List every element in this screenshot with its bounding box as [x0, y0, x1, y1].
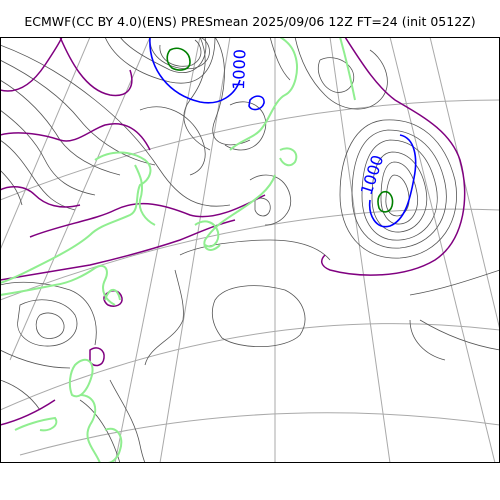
isobar — [159, 39, 202, 67]
isobar — [79, 399, 121, 463]
isobar — [0, 399, 56, 426]
isobar — [0, 139, 76, 211]
coastline-kuril — [279, 147, 298, 167]
isobars-purple — [0, 37, 466, 426]
coastline-japan-kyushu — [194, 220, 220, 248]
isobar — [0, 123, 151, 151]
isobar — [0, 59, 156, 166]
meridian-line — [159, 37, 231, 463]
isobar — [351, 129, 447, 249]
low-centers — [166, 47, 394, 213]
low-center — [166, 47, 191, 71]
latitude-line — [0, 208, 500, 301]
isobar — [269, 37, 291, 81]
isobar — [109, 379, 146, 463]
meridian-line — [114, 37, 201, 463]
isobar — [17, 299, 78, 347]
isobar — [59, 37, 133, 97]
isobar — [0, 37, 63, 92]
isobar — [35, 312, 65, 339]
isobar — [339, 119, 457, 259]
isobar — [371, 151, 428, 233]
latitude-line — [0, 323, 500, 411]
isobar — [0, 79, 121, 176]
isobar — [0, 169, 23, 206]
coastline-philippines — [79, 394, 101, 463]
coastline-korea — [0, 151, 152, 284]
coastline-china — [0, 264, 116, 306]
isobar — [0, 44, 231, 207]
isobar — [183, 37, 211, 151]
graticule-latitudes — [0, 99, 500, 456]
coastline-japan-honshu — [203, 174, 276, 251]
isobar — [0, 219, 236, 281]
latitude-line — [19, 412, 500, 456]
isobar — [224, 101, 267, 151]
meridian-line — [329, 37, 391, 463]
isobar — [320, 37, 466, 276]
isobar — [212, 37, 251, 146]
coastline-south-china — [14, 416, 58, 432]
isobar — [254, 197, 271, 217]
isobar-1000 — [368, 134, 417, 228]
isobar — [144, 269, 184, 366]
isobar — [249, 174, 292, 226]
isobar — [89, 347, 105, 367]
isobar — [0, 281, 97, 346]
isobar — [104, 37, 216, 84]
coastline-sakhalin — [339, 37, 356, 101]
meridian-line — [0, 37, 91, 251]
isobar-1000 — [149, 37, 241, 104]
isobar — [318, 57, 355, 93]
isobar — [0, 109, 96, 196]
coastline-taiwan — [68, 358, 94, 398]
isobar-1000 — [248, 95, 265, 111]
isobar — [409, 319, 446, 361]
contour-label-1000-west: 1000 — [229, 49, 249, 90]
low-center — [377, 190, 394, 213]
coastline-luzon — [104, 427, 123, 463]
isobars-1000 — [149, 37, 417, 228]
isobar — [139, 106, 206, 176]
coastlines — [0, 37, 356, 463]
isobar — [149, 37, 210, 70]
isobar — [0, 349, 71, 369]
isobar — [294, 37, 388, 110]
isobar — [211, 285, 306, 348]
isobars-thin — [0, 37, 500, 463]
isobar — [409, 269, 500, 296]
coastline-okinawa — [104, 288, 121, 301]
coastline-west — [134, 164, 156, 226]
latitude-line — [0, 99, 500, 201]
isobar — [0, 379, 41, 411]
meridian-line — [9, 37, 151, 361]
contour-label-1000-east: 1000 — [357, 153, 388, 198]
isobar — [0, 185, 81, 208]
isobar — [179, 239, 331, 261]
isobar — [29, 194, 266, 238]
isobar — [361, 139, 438, 241]
isobar — [385, 174, 410, 217]
coastline-mainland-north — [229, 37, 298, 151]
map-title: ECMWF(CC BY 4.0)(ENS) PRESmean 2025/09/0… — [24, 14, 476, 29]
isobar — [419, 319, 500, 351]
